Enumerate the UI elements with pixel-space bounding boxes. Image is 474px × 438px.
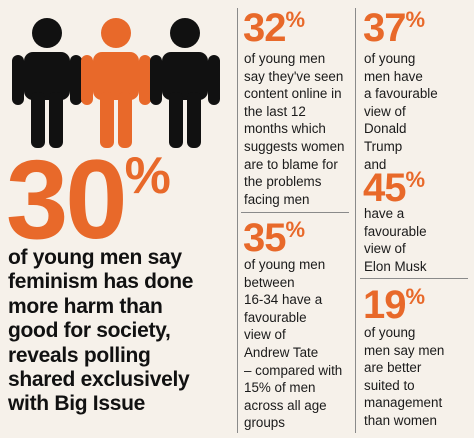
text-line: view of	[364, 103, 406, 119]
text-line: men have	[364, 68, 423, 84]
headline-text: of young men say feminism has done more ha…	[8, 246, 193, 417]
text-line: say they've seen	[244, 68, 344, 84]
stat-text: have a favourable view of Elon Musk	[364, 205, 427, 275]
text-line: good for society,	[8, 319, 171, 343]
text-line: Andrew Tate	[244, 344, 319, 360]
text-line: Trump	[364, 138, 403, 154]
text-line: facing men	[244, 191, 310, 207]
text-line: are to blame for	[244, 156, 338, 172]
text-line: across all age	[244, 397, 327, 413]
text-line: of young men	[244, 51, 326, 66]
text-line: the last 12	[244, 103, 306, 119]
stat-value: 37	[363, 6, 406, 50]
text-line: men say men	[364, 342, 445, 358]
text-line: suited to	[364, 377, 415, 393]
text-line: management	[364, 395, 443, 411]
text-line: than women	[364, 412, 437, 428]
stat-number: 19%	[363, 283, 426, 327]
text-line: favourable	[364, 223, 427, 239]
text-line: Donald	[364, 121, 407, 137]
text-line: the problems	[244, 174, 322, 190]
headline-stat: 30%	[6, 144, 171, 256]
stat-value: 35	[243, 216, 286, 260]
stat-unit: %	[405, 7, 426, 32]
text-line: favourable	[244, 309, 307, 325]
text-line: of young men	[244, 257, 326, 272]
stat-unit: %	[405, 284, 426, 309]
stat-number: 45%	[363, 166, 426, 210]
text-line: of young men say	[8, 246, 182, 269]
text-line: view of	[364, 241, 406, 257]
text-line: shared exclusively	[8, 368, 190, 392]
stat-text: of young men have a favourable view of Donal…	[364, 50, 438, 173]
text-line: a favourable	[364, 86, 438, 102]
text-line: months which	[244, 121, 326, 137]
text-line: between	[244, 274, 295, 290]
text-line: 15% of men	[244, 380, 316, 396]
text-line: more harm than	[8, 294, 163, 318]
text-line: suggests women	[244, 138, 345, 154]
stat-number: 32%	[243, 6, 306, 50]
text-line: Elon Musk	[364, 258, 427, 274]
stat-value: 32	[243, 6, 286, 50]
stat-value: 19	[363, 283, 406, 327]
text-line: feminism has done	[8, 270, 194, 294]
divider	[360, 278, 468, 279]
text-line: groups	[244, 415, 285, 431]
headline-unit: %	[124, 147, 171, 205]
stat-unit: %	[285, 7, 306, 32]
stat-unit: %	[285, 217, 306, 242]
text-line: of young	[364, 51, 416, 66]
stat-number: 35%	[243, 216, 306, 260]
text-line: are better	[364, 360, 422, 376]
text-line: view of	[244, 327, 286, 343]
stat-unit: %	[405, 167, 426, 192]
figures-icon	[12, 18, 220, 148]
divider	[241, 212, 349, 213]
text-line: 16-34 have a	[244, 292, 323, 308]
divider	[355, 8, 356, 433]
stat-text: of young men say men are better suited to ma…	[364, 324, 444, 430]
text-line: have a	[364, 206, 405, 221]
text-line: of young	[364, 325, 416, 340]
stat-text: of young men say they've seen content onli…	[244, 50, 344, 208]
stat-value: 45	[363, 166, 406, 210]
divider	[237, 8, 238, 433]
stat-number: 37%	[363, 6, 426, 50]
text-line: with Big Issue	[8, 392, 145, 416]
stat-text: of young men between 16-34 have a favourabl…	[244, 256, 342, 432]
text-line: content online in	[244, 86, 342, 102]
text-line: – compared with	[244, 362, 343, 378]
text-line: and	[364, 156, 387, 172]
text-line: reveals polling	[8, 343, 151, 367]
headline-number: 30	[6, 137, 128, 262]
